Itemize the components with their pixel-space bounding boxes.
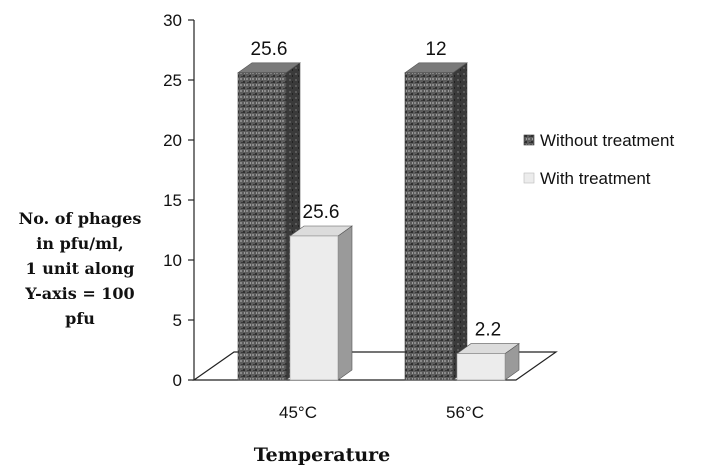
x-axis: 45°C 56°C: [279, 403, 484, 422]
y-tick-label: 5: [173, 311, 182, 330]
legend: Without treatment With treatment: [523, 131, 674, 188]
y-tick-label: 10: [163, 251, 182, 270]
bar-side: [452, 62, 468, 381]
y-tick-label: 15: [163, 191, 182, 210]
y-tick-label: 0: [173, 371, 182, 390]
y-axis-title-line: pfu: [65, 309, 95, 328]
x-tick-label: 56°C: [446, 403, 484, 422]
x-axis-title: Temperature: [254, 444, 391, 466]
bar-front: [456, 353, 506, 381]
bar-front: [289, 235, 339, 381]
data-label: 12: [425, 39, 446, 60]
y-axis-title-line: 1 unit along: [26, 259, 135, 278]
data-label: 25.6: [251, 39, 288, 60]
bar-without-treatment: [404, 62, 468, 381]
legend-swatch-with: [523, 172, 535, 184]
data-label: 25.6: [303, 202, 340, 223]
y-axis-title-line: No. of phages: [19, 209, 142, 228]
y-axis-title-line: in pfu/ml,: [36, 234, 123, 253]
legend-label: Without treatment: [540, 131, 674, 150]
bar-side: [337, 225, 353, 381]
y-axis: 0 5 10 15 20 25 30: [163, 11, 194, 390]
y-tick-label: 25: [163, 71, 182, 90]
legend-item: With treatment: [523, 169, 651, 188]
y-axis-title: No. of phages in pfu/ml, 1 unit along Y-axi…: [19, 209, 142, 328]
x-tick-label: 45°C: [279, 403, 317, 422]
bar-with-treatment: [289, 225, 353, 381]
legend-item: Without treatment: [523, 131, 674, 150]
legend-swatch-without: [523, 134, 535, 146]
y-tick-label: 30: [163, 11, 182, 30]
bar-with-treatment: [456, 343, 520, 381]
data-label: 2.2: [475, 320, 501, 341]
bars-layer: 25.6 25.6 12 2.2: [237, 39, 520, 381]
legend-label: With treatment: [540, 169, 651, 188]
y-axis-title-line: Y-axis = 100: [24, 284, 134, 303]
bar-front: [237, 72, 287, 381]
bar-front: [404, 72, 454, 381]
y-tick-label: 20: [163, 131, 182, 150]
